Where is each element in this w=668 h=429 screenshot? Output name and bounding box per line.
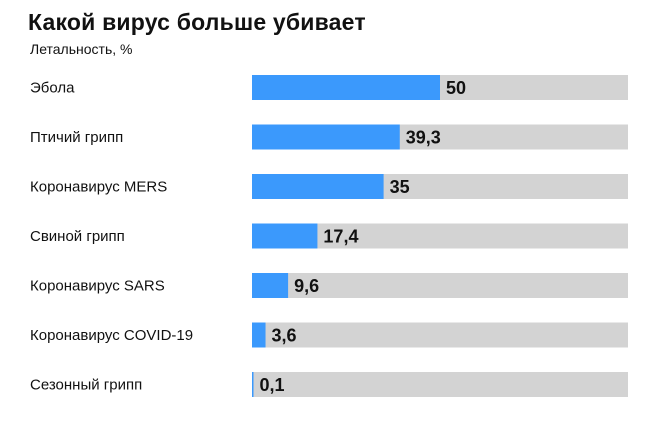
- bar: [252, 273, 289, 298]
- page-title: Какой вирус больше убивает: [28, 9, 366, 35]
- bar-track: [252, 372, 628, 397]
- value-label: 3,6: [272, 326, 297, 346]
- bar-track: [252, 322, 628, 348]
- value-label: 50: [446, 78, 466, 98]
- bar: [252, 372, 254, 397]
- bar: [252, 322, 266, 348]
- bar: [252, 174, 384, 199]
- category-label: Коронавирус SARS: [30, 278, 165, 295]
- category-label: Птичий грипп: [30, 129, 123, 146]
- bar: [252, 124, 400, 150]
- category-label: Сезонный грипп: [30, 377, 142, 394]
- bar-track: [252, 273, 628, 298]
- page-subtitle: Летальность, %: [30, 41, 133, 57]
- value-label: 9,6: [294, 276, 319, 296]
- bar: [252, 223, 318, 249]
- category-label: Коронавирус MERS: [30, 179, 167, 196]
- category-label: Коронавирус COVID-19: [30, 327, 193, 344]
- bar: [252, 75, 440, 100]
- value-label: 0,1: [260, 375, 285, 395]
- category-label: Свиной грипп: [30, 228, 125, 245]
- category-label: Эбола: [30, 80, 75, 97]
- value-label: 35: [390, 177, 410, 197]
- value-label: 39,3: [406, 128, 441, 148]
- value-label: 17,4: [323, 227, 358, 247]
